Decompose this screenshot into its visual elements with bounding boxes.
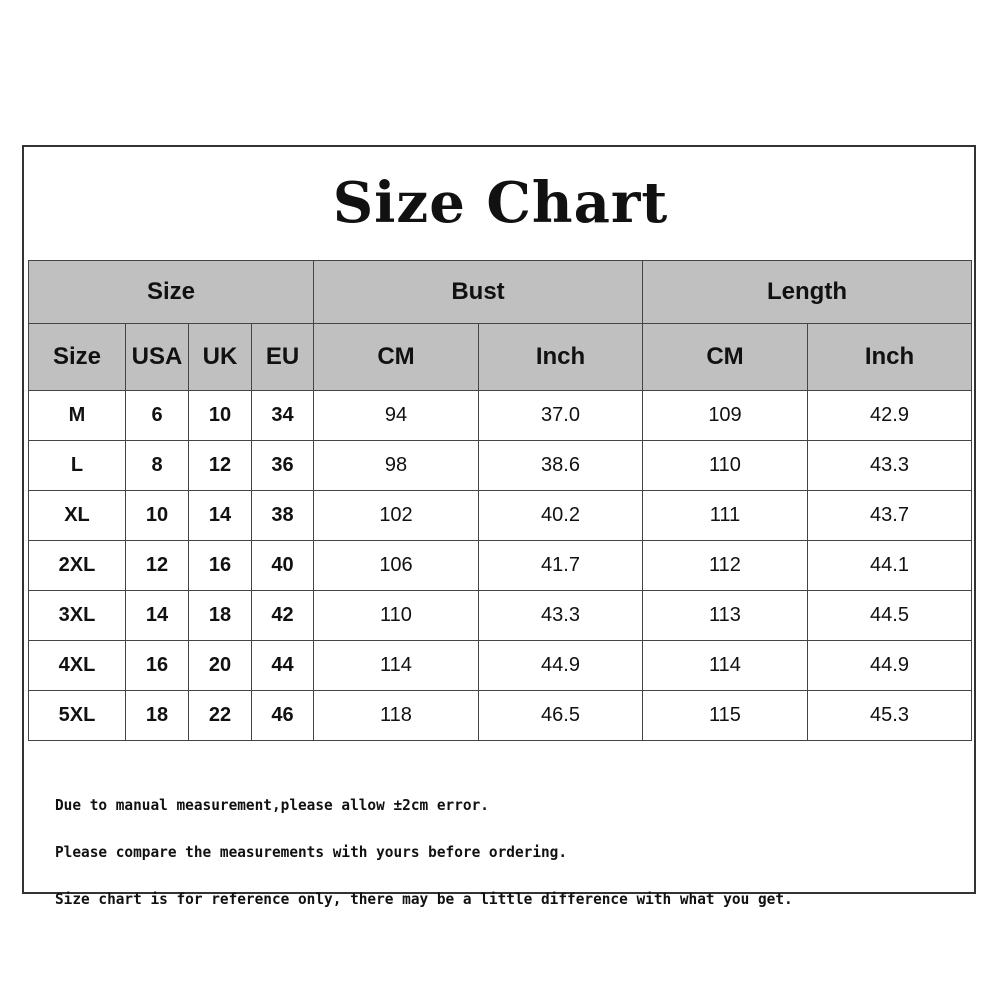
table-cell: 42.9 — [807, 390, 972, 441]
table-cell: 37.0 — [478, 390, 643, 441]
subheader-cell: CM — [313, 323, 479, 391]
table-cell: 44.9 — [478, 640, 643, 691]
subheader-cell: Inch — [807, 323, 972, 391]
table-cell: 10 — [125, 490, 189, 541]
subheader-cell: USA — [125, 323, 189, 391]
table-cell: M — [28, 390, 126, 441]
table-cell: 111 — [642, 490, 808, 541]
note-line: Size chart is for reference only, there … — [55, 889, 793, 908]
table-cell: 113 — [642, 590, 808, 641]
table-cell: 4XL — [28, 640, 126, 691]
table-cell: 106 — [313, 540, 479, 591]
table-row: XL 10 14 38 102 40.2 111 43.7 — [28, 490, 972, 541]
table-cell: 45.3 — [807, 690, 972, 741]
table-cell: 115 — [642, 690, 808, 741]
table-cell: L — [28, 440, 126, 491]
table-cell: 16 — [125, 640, 189, 691]
table-cell: 43.3 — [807, 440, 972, 491]
table-row: 2XL 12 16 40 106 41.7 112 44.1 — [28, 540, 972, 591]
page-title: Size Chart — [332, 170, 669, 236]
header-size-group: Size — [28, 260, 314, 324]
table-cell: 40.2 — [478, 490, 643, 541]
table-cell: 110 — [313, 590, 479, 641]
table-cell: 46.5 — [478, 690, 643, 741]
table-cell: 41.7 — [478, 540, 643, 591]
table-cell: 43.3 — [478, 590, 643, 641]
table-cell: XL — [28, 490, 126, 541]
table-cell: 46 — [251, 690, 314, 741]
subheader-cell: UK — [188, 323, 252, 391]
table-row: 3XL 14 18 42 110 43.3 113 44.5 — [28, 590, 972, 641]
chart-frame — [22, 145, 976, 894]
size-table: Size Bust Length Size USA UK EU CM Inch CM Inch… — [28, 260, 972, 741]
subheader-cell: EU — [251, 323, 314, 391]
table-cell: 98 — [313, 440, 479, 491]
table-cell: 44.1 — [807, 540, 972, 591]
table-cell: 18 — [188, 590, 252, 641]
table-cell: 14 — [188, 490, 252, 541]
table-cell: 102 — [313, 490, 479, 541]
subheader-cell: CM — [642, 323, 808, 391]
table-cell: 18 — [125, 690, 189, 741]
table-cell: 10 — [188, 390, 252, 441]
table-cell: 12 — [125, 540, 189, 591]
table-cell: 22 — [188, 690, 252, 741]
table-cell: 114 — [313, 640, 479, 691]
table-row: L 8 12 36 98 38.6 110 43.3 — [28, 440, 972, 491]
table-cell: 2XL — [28, 540, 126, 591]
table-cell: 34 — [251, 390, 314, 441]
table-cell: 36 — [251, 440, 314, 491]
table-cell: 6 — [125, 390, 189, 441]
table-row: 4XL 16 20 44 114 44.9 114 44.9 — [28, 640, 972, 691]
table-cell: 114 — [642, 640, 808, 691]
table-cell: 12 — [188, 440, 252, 491]
subheader-cell: Inch — [478, 323, 643, 391]
note-line: Please compare the measurements with you… — [55, 842, 568, 861]
header-bust-group: Bust — [313, 260, 643, 324]
table-cell: 110 — [642, 440, 808, 491]
table-cell: 42 — [251, 590, 314, 641]
table-cell: 94 — [313, 390, 479, 441]
table-cell: 44.5 — [807, 590, 972, 641]
table-cell: 5XL — [28, 690, 126, 741]
table-cell: 40 — [251, 540, 314, 591]
table-cell: 38 — [251, 490, 314, 541]
note-line: Due to manual measurement,please allow ±… — [55, 795, 489, 814]
table-cell: 16 — [188, 540, 252, 591]
table-cell: 38.6 — [478, 440, 643, 491]
table-row: 5XL 18 22 46 118 46.5 115 45.3 — [28, 690, 972, 741]
subheader-cell: Size — [28, 323, 126, 391]
table-cell: 112 — [642, 540, 808, 591]
table-cell: 44.9 — [807, 640, 972, 691]
table-cell: 20 — [188, 640, 252, 691]
table-row: M 6 10 34 94 37.0 109 42.9 — [28, 390, 972, 441]
table-cell: 44 — [251, 640, 314, 691]
table-cell: 3XL — [28, 590, 126, 641]
table-cell: 118 — [313, 690, 479, 741]
table-cell: 14 — [125, 590, 189, 641]
notes: Due to manual measurement,please allow ±… — [55, 770, 793, 935]
table-cell: 109 — [642, 390, 808, 441]
header-length-group: Length — [642, 260, 972, 324]
table-cell: 8 — [125, 440, 189, 491]
table-cell: 43.7 — [807, 490, 972, 541]
